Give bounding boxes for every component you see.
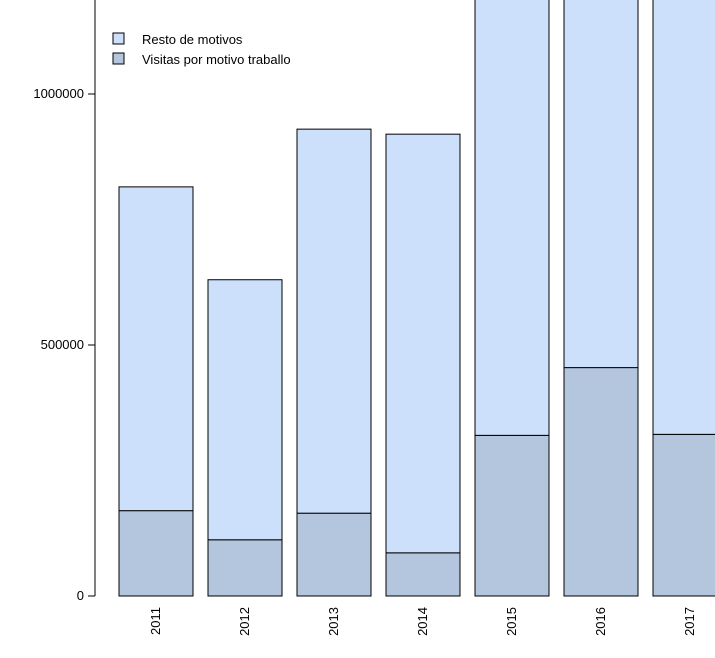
x-tick-label: 2012: [237, 607, 252, 636]
bar-segment-resto-2011: [118, 186, 194, 512]
x-tick-label: 2016: [593, 607, 608, 636]
bar-segment-resto-2017: [652, 0, 715, 435]
x-axis-labels: 2011 2012 2013 2014 2015 2016 2017: [148, 607, 697, 636]
y-tick-label: 0: [77, 588, 84, 603]
y-tick-label: 500000: [41, 337, 84, 352]
x-tick-label: 2011: [148, 607, 163, 635]
bar-segment-resto-2014: [385, 133, 461, 554]
x-tick-label: 2015: [504, 607, 519, 636]
bar-segment-trabajo-2014: [385, 552, 461, 597]
bar-segment-trabajo-2011: [118, 510, 194, 597]
x-tick-label: 2013: [326, 607, 341, 636]
bar-segment-trabajo-2012: [207, 539, 283, 597]
legend: Resto de motivos Visitas por motivo traba…: [112, 32, 291, 67]
legend-label: Visitas por motivo traballo: [142, 52, 291, 67]
legend-swatch: [112, 32, 125, 45]
bar-segment-trabajo-2017: [652, 433, 715, 597]
bar-segment-resto-2016: [563, 0, 639, 369]
bar-segment-resto-2012: [207, 279, 283, 541]
bar-segment-resto-2015: [474, 0, 550, 436]
bar-segment-trabajo-2016: [563, 367, 639, 597]
legend-swatch: [112, 52, 125, 65]
y-tick-label: 1000000: [33, 86, 84, 101]
x-tick-label: 2014: [415, 607, 430, 636]
legend-label: Resto de motivos: [142, 32, 243, 47]
bars: [118, 0, 715, 597]
x-tick-label: 2017: [682, 607, 697, 636]
bar-segment-resto-2013: [296, 128, 372, 514]
bar-segment-trabajo-2015: [474, 434, 550, 597]
y-axis: 0500000100000015000002000000: [33, 0, 96, 603]
bar-segment-trabajo-2013: [296, 512, 372, 597]
